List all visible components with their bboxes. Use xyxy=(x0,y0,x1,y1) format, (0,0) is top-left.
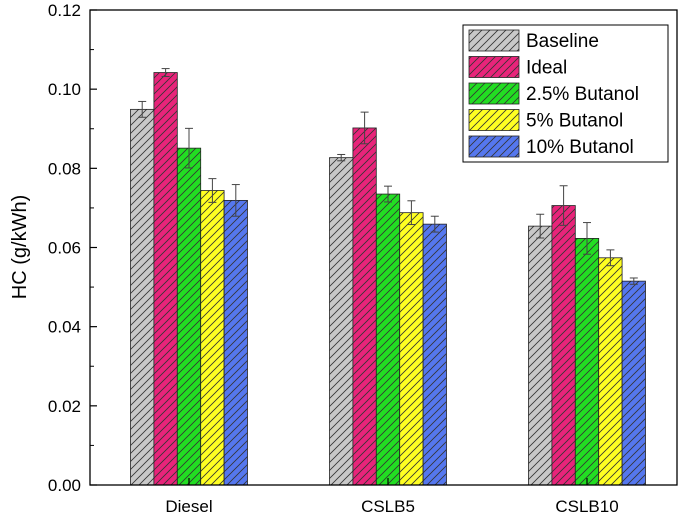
bar-ideal-diesel xyxy=(153,72,178,486)
legend-swatch xyxy=(468,109,520,131)
y-tick-label: 0.02 xyxy=(48,397,81,416)
error-bar xyxy=(384,185,392,203)
legend-swatch xyxy=(468,82,520,105)
bars-layer xyxy=(130,72,646,486)
legend: Baseline Ideal 2.5% Butanol 5% Butanol 10% B… xyxy=(462,24,669,163)
y-tick-label: 0.04 xyxy=(48,318,81,337)
y-tick-label: 0.10 xyxy=(48,80,81,99)
y-axis: 0.00 0.02 0.04 0.06 0.08 0.10 0.12 xyxy=(48,1,97,495)
legend-label: 10% Butanol xyxy=(526,137,634,158)
y-tick-label: 0.00 xyxy=(48,476,81,495)
legend-label: 2.5% Butanol xyxy=(526,84,639,105)
bar-ideal-cslb10 xyxy=(551,205,576,486)
bar-ideal-cslb5 xyxy=(352,127,377,486)
error-bar xyxy=(360,111,369,145)
error-bar xyxy=(583,222,591,255)
error-bar xyxy=(430,215,439,233)
y-tick-label: 0.08 xyxy=(48,159,81,178)
error-bar xyxy=(138,100,147,118)
bar-10-butanol-diesel xyxy=(223,199,248,486)
error-bar xyxy=(559,185,568,226)
bar-10-butanol-cslb10 xyxy=(621,280,646,486)
error-bar xyxy=(606,249,615,267)
bar-5-butanol-cslb10 xyxy=(598,257,623,486)
legend-label: Baseline xyxy=(526,31,599,52)
bar-5-butanol-cslb5 xyxy=(399,212,424,486)
error-bar xyxy=(185,127,193,169)
y-tick-label: 0.12 xyxy=(48,1,81,20)
x-tick-label: CSLB5 xyxy=(361,497,415,516)
bar-2-5-butanol-cslb5 xyxy=(375,193,401,486)
bar-10-butanol-cslb5 xyxy=(422,223,447,486)
legend-swatch xyxy=(468,56,520,78)
error-bar xyxy=(208,178,217,203)
legend-label: 5% Butanol xyxy=(526,111,623,132)
error-bar xyxy=(536,213,545,239)
x-axis: Diesel CSLB5 CSLB10 xyxy=(165,478,619,516)
error-bar xyxy=(161,68,170,77)
bar-2-5-butanol-cslb10 xyxy=(574,237,600,486)
bar-baseline-diesel xyxy=(130,108,155,486)
error-bar xyxy=(407,200,416,226)
legend-swatch xyxy=(468,29,520,52)
bar-5-butanol-diesel xyxy=(200,190,225,486)
bar-baseline-cslb10 xyxy=(528,225,553,486)
x-tick-label: CSLB10 xyxy=(555,497,618,516)
bar-baseline-cslb5 xyxy=(329,157,354,486)
legend-label: Ideal xyxy=(526,58,567,79)
y-tick-label: 0.06 xyxy=(48,239,81,258)
x-tick-label: Diesel xyxy=(165,497,212,516)
legend-swatch xyxy=(468,135,520,158)
error-bar xyxy=(629,277,638,285)
error-bar xyxy=(231,184,240,217)
y-axis-title: HC (g/kWh) xyxy=(9,195,31,299)
error-bars-layer xyxy=(138,68,638,285)
error-bar xyxy=(337,153,346,162)
bar-2-5-butanol-diesel xyxy=(176,147,202,486)
